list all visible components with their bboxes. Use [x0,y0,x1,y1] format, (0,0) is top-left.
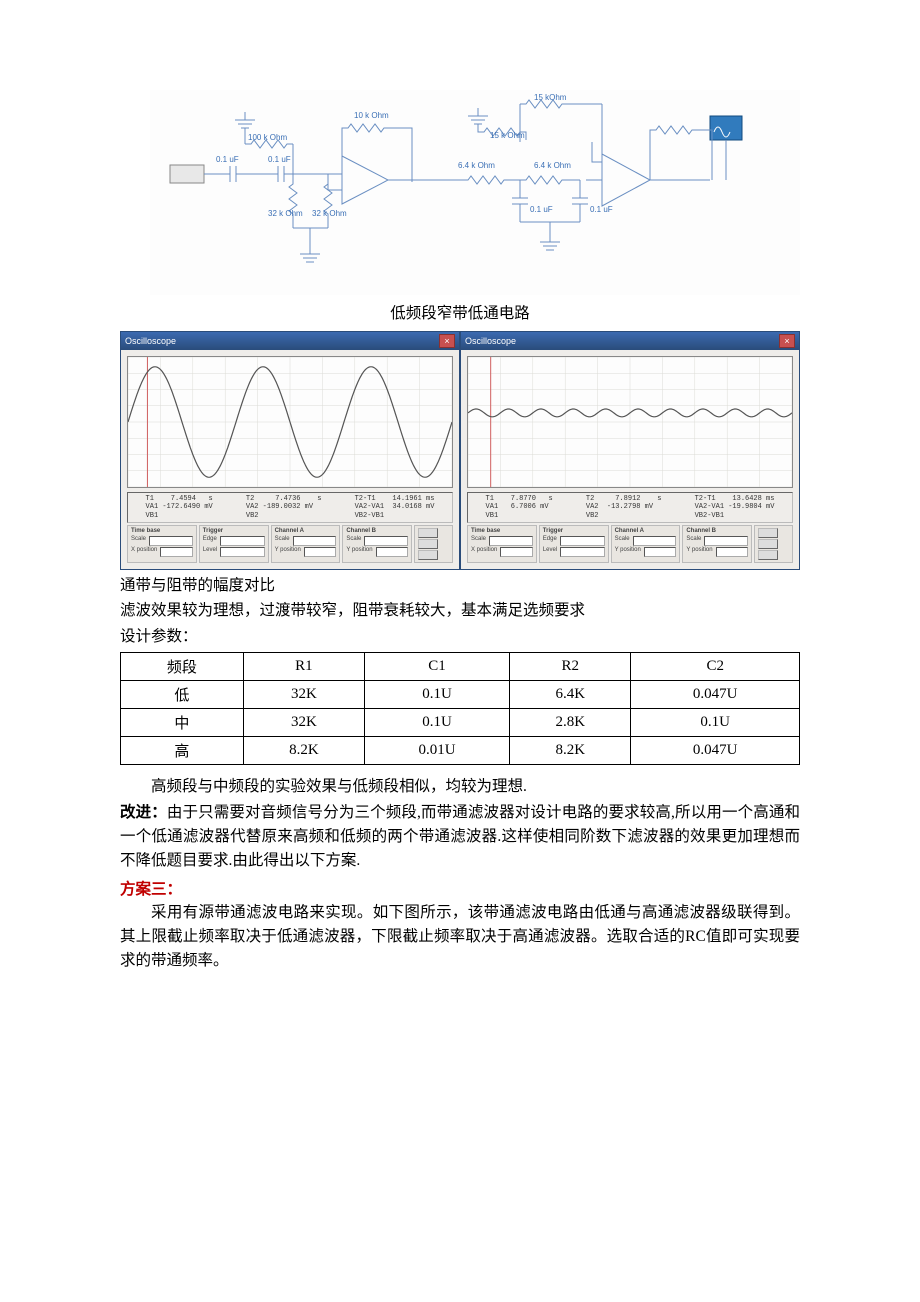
scheme3-title: 方案三： [120,877,800,899]
table-cell: 高 [121,736,244,764]
channel-a-group: Channel A Scale Y position [271,525,341,563]
table-header: 频段 [121,652,244,680]
table-row: 中32K0.1U2.8K0.1U [121,708,800,736]
scope-title: Oscilloscope [465,336,516,346]
timebase-group: Time base Scale X position [467,525,537,563]
label-r32k-b: 32 k Ohm [312,209,347,218]
action-group [754,525,793,563]
table-cell: 32K [243,680,364,708]
readout-t2: T2 7.8912 s VA2 -13.2798 mV VB2 [586,495,662,520]
similar-line: 高频段与中频段的实验效果与低频段相似，均较为理想. [120,775,800,799]
table-cell: 6.4K [510,680,631,708]
timebase-group: Time base Scale X position [127,525,197,563]
label-r15k-top: 15 kOhm [534,93,567,102]
parameter-table: 频段 R1 C1 R2 C2 低32K0.1U6.4K0.047U中32K0.1… [120,652,800,765]
readout-t1: T1 7.8770 s VA1 6.7006 mV VB1 [486,495,553,520]
table-cell: 8.2K [243,736,364,764]
improve-label: 改进： [120,804,167,821]
oscilloscope-left: Oscilloscope × T1 7.4594 s VA1 -172.6490… [120,331,460,570]
table-cell: 0.1U [365,680,510,708]
label-r15k-mid: 15 k Ohm [490,131,525,140]
label-c01-b: 0.1 uF [268,155,291,164]
reduce-button[interactable] [418,528,438,538]
oscilloscope-right: Oscilloscope × T1 7.8770 s VA1 6.7006 mV… [460,331,800,570]
scope-screen-right [467,356,793,488]
scope-title: Oscilloscope [125,336,176,346]
table-header: C1 [365,652,510,680]
circuit-diagram: 100 k Ohm 10 k Ohm 0.1 uF 0.1 uF 32 k Oh… [150,90,800,295]
scope-readout-right: T1 7.8770 s VA1 6.7006 mV VB1 T2 7.8912 … [467,492,793,523]
table-header: C2 [631,652,800,680]
label-r10k: 10 k Ohm [354,111,389,120]
table-cell: 0.047U [631,736,800,764]
trigger-group: Trigger Edge Level [199,525,269,563]
table-cell: 0.1U [631,708,800,736]
params-title: 设计参数： [120,625,800,648]
channel-b-group: Channel B Scale Y position [342,525,412,563]
readout-dt: T2-T1 13.6428 ms VA2-VA1 -19.9804 mV VB2… [695,495,775,520]
scope-titlebar: Oscilloscope × [121,332,459,350]
scope-knobs-left: Time base Scale X position Trigger Edge … [127,525,453,563]
reverse-button[interactable] [418,539,438,549]
table-row: 低32K0.1U6.4K0.047U [121,680,800,708]
table-cell: 0.1U [365,708,510,736]
save-button[interactable] [418,550,438,560]
table-header: R1 [243,652,364,680]
label-r6-4k-a: 6.4 k Ohm [458,161,495,170]
scheme3-body: 采用有源带通滤波电路来实现。如下图所示，该带通滤波电路由低通与高通滤波器级联得到… [120,901,800,973]
channel-a-group: Channel A Scale Y position [611,525,681,563]
improve-body: 由于只需要对音频信号分为三个频段,而带通滤波器对设计电路的要求较高,所以用一个高… [120,804,800,869]
readout-t1: T1 7.4594 s VA1 -172.6490 mV VB1 [146,495,213,520]
action-group [414,525,453,563]
close-icon[interactable]: × [439,334,455,348]
scope-readout-left: T1 7.4594 s VA1 -172.6490 mV VB1 T2 7.47… [127,492,453,523]
scope-screen-left [127,356,453,488]
readout-dt: T2-T1 14.1961 ms VA2-VA1 34.0168 mV VB2-… [355,495,435,520]
table-row: 高8.2K0.01U8.2K0.047U [121,736,800,764]
readout-t2: T2 7.4736 s VA2 -189.0032 mV VB2 [246,495,322,520]
compare-line: 通带与阻带的幅度对比 [120,574,800,597]
table-cell: 低 [121,680,244,708]
label-c01-d: 0.1 uF [590,205,613,214]
table-header: R2 [510,652,631,680]
save-button[interactable] [758,550,778,560]
label-c01-a: 0.1 uF [216,155,239,164]
oscilloscope-row: Oscilloscope × T1 7.4594 s VA1 -172.6490… [120,331,800,570]
channel-b-group: Channel B Scale Y position [682,525,752,563]
scope-knobs-right: Time base Scale X position Trigger Edge … [467,525,793,563]
circuit-title: 低频段窄带低通电路 [120,301,800,323]
trigger-group: Trigger Edge Level [539,525,609,563]
reverse-button[interactable] [758,539,778,549]
close-icon[interactable]: × [779,334,795,348]
table-cell: 8.2K [510,736,631,764]
table-cell: 0.01U [365,736,510,764]
table-cell: 2.8K [510,708,631,736]
table-cell: 中 [121,708,244,736]
table-cell: 32K [243,708,364,736]
reduce-button[interactable] [758,528,778,538]
label-r6-4k-b: 6.4 k Ohm [534,161,571,170]
label-c01-c: 0.1 uF [530,205,553,214]
table-cell: 0.047U [631,680,800,708]
label-r32k-a: 32 k Ohm [268,209,303,218]
improve-para: 改进：由于只需要对音频信号分为三个频段,而带通滤波器对设计电路的要求较高,所以用… [120,801,800,873]
scope-titlebar: Oscilloscope × [461,332,799,350]
label-r100k: 100 k Ohm [248,133,287,142]
effect-line: 滤波效果较为理想，过渡带较窄，阻带衰耗较大，基本满足选频要求 [120,599,800,622]
